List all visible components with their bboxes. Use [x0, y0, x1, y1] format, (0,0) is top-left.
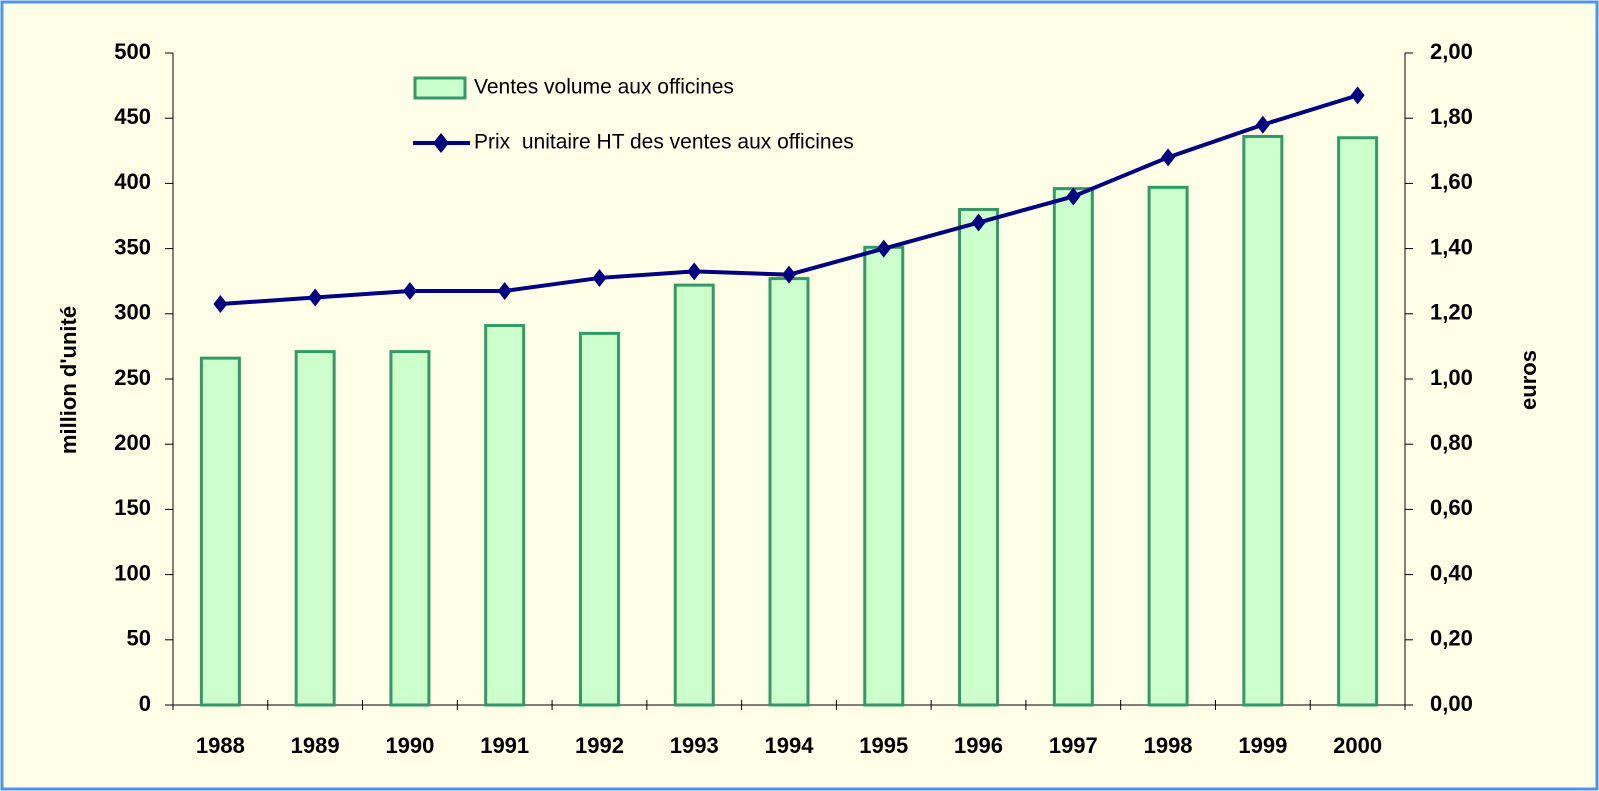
y-tick-label: 500 — [114, 39, 151, 64]
x-tick-label: 1996 — [954, 733, 1003, 758]
line-marker — [1161, 148, 1176, 167]
y2-tick-label: 1,20 — [1430, 300, 1473, 325]
legend-label: Ventes volume aux officines — [474, 76, 734, 99]
bar — [294, 350, 336, 707]
y2-tick-label: 0,60 — [1430, 495, 1473, 520]
y2-tick-label: 1,00 — [1430, 365, 1473, 390]
x-tick-label: 1999 — [1238, 733, 1287, 758]
bar — [768, 277, 810, 707]
y-tick-label: 50 — [127, 626, 151, 651]
legend-marker — [433, 133, 449, 153]
legend-swatch — [413, 76, 467, 100]
line-marker — [1255, 115, 1270, 134]
x-tick-label: 1997 — [1049, 733, 1098, 758]
y2-axis-title: euros — [1516, 350, 1541, 410]
y2-tick-label: 0,80 — [1430, 430, 1473, 455]
x-tick-label: 1994 — [765, 733, 815, 758]
line-marker — [497, 281, 512, 300]
y2-tick-label: 0,00 — [1430, 691, 1473, 716]
bar — [1147, 185, 1189, 707]
bar — [484, 324, 526, 707]
y-axis-title: million d'unité — [56, 306, 81, 454]
x-tick-label: 1993 — [670, 733, 719, 758]
x-tick-label: 1995 — [859, 733, 908, 758]
line-marker — [971, 213, 986, 232]
y-tick-label: 100 — [114, 560, 151, 585]
line-marker — [1066, 187, 1081, 206]
y2-tick-label: 0,40 — [1430, 560, 1473, 585]
y2-tick-label: 2,00 — [1430, 39, 1473, 64]
line-marker — [308, 288, 323, 307]
line-marker — [1350, 86, 1365, 105]
line-marker — [592, 268, 607, 287]
y-tick-label: 350 — [114, 234, 151, 259]
y2-tick-label: 1,40 — [1430, 234, 1473, 259]
x-tick-label: 1990 — [385, 733, 434, 758]
y-tick-label: 300 — [114, 300, 151, 325]
bar — [1337, 136, 1379, 707]
bar — [958, 207, 1000, 707]
line-marker — [687, 262, 702, 281]
y-tick-label: 450 — [114, 104, 151, 129]
line-marker — [213, 295, 228, 314]
y-tick-label: 150 — [114, 495, 151, 520]
line-marker — [402, 281, 417, 300]
y-tick-label: 0 — [139, 691, 151, 716]
bar — [1242, 134, 1284, 707]
line-marker — [782, 265, 796, 284]
x-tick-label: 2000 — [1333, 733, 1382, 758]
bar — [199, 356, 241, 707]
y-tick-label: 200 — [114, 430, 151, 455]
x-tick-label: 1998 — [1144, 733, 1193, 758]
bar — [1052, 187, 1094, 707]
x-tick-label: 1992 — [575, 733, 624, 758]
bar — [578, 331, 620, 707]
bar — [389, 350, 431, 707]
x-tick-label: 1988 — [196, 733, 245, 758]
x-tick-label: 1989 — [291, 733, 340, 758]
legend-label: Prix unitaire HT des ventes aux officine… — [474, 131, 854, 154]
y2-tick-label: 1,60 — [1430, 169, 1473, 194]
y-tick-label: 250 — [114, 365, 151, 390]
x-tick-label: 1991 — [480, 733, 529, 758]
y2-tick-label: 0,20 — [1430, 626, 1473, 651]
y2-tick-label: 1,80 — [1430, 104, 1473, 129]
line-marker — [876, 239, 891, 258]
bar — [863, 245, 905, 707]
bar — [673, 283, 715, 707]
y-tick-label: 400 — [114, 169, 151, 194]
